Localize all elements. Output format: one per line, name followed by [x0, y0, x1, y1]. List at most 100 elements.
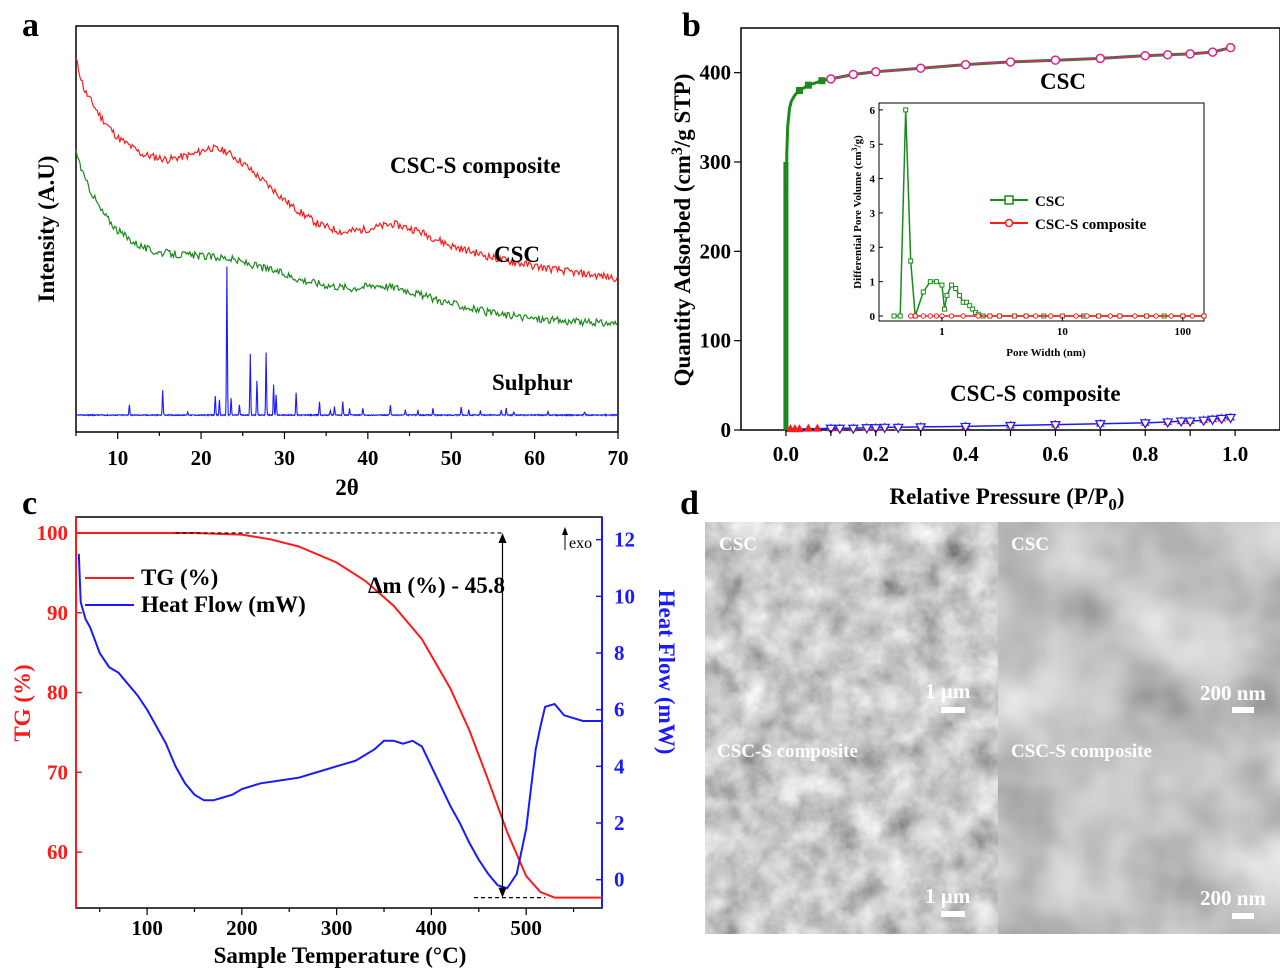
inset-ytick-label: 5: [870, 139, 876, 151]
sem-image-4-scale-label: 200 nm: [1200, 886, 1266, 910]
exo-arrow-head: [562, 527, 568, 535]
panel-a-xlabel: 2θ: [335, 475, 359, 500]
inset-point-csc: [957, 292, 963, 298]
sem-image-3: CSC-S composite 1 µm: [705, 727, 998, 934]
panel-a-xtick-label: 40: [357, 446, 378, 470]
isotherm-composite-point-desorption: [915, 423, 927, 434]
inset-frame: [878, 102, 1205, 322]
panel-b-xlabel-main: Relative Pressure (P/P: [889, 484, 1108, 509]
inset-ytick-label: 1: [870, 277, 876, 289]
inset-point-composite: [1189, 313, 1196, 319]
inset-point-composite: [1168, 313, 1174, 319]
panel-a-ylabel: Intensity (A.U): [34, 156, 59, 303]
sem-image-4-scale-bar: [1232, 913, 1254, 919]
inset-xtick-label: 100: [1175, 326, 1192, 338]
inset-ytick-label: 4: [870, 174, 876, 186]
panel-b-ytick-label: 400: [700, 61, 732, 85]
isotherm-csc-point: [795, 87, 803, 95]
inset-point-composite: [927, 313, 933, 319]
panel-b-xtick-label: 0.4: [952, 442, 979, 466]
isotherm-csc-point: [1140, 50, 1150, 61]
sem-image-1-scale-bar: [941, 707, 965, 713]
panel-a-annotation-csc: CSC: [494, 242, 540, 267]
panel-label-c: c: [22, 485, 37, 522]
isotherm-csc-point: [871, 67, 881, 77]
panel-b-inset: 0 1 2 3 4 5 6 1 10 100 Pore Width (nm) Differenti…: [850, 102, 1207, 359]
panel-a-annotation-composite: CSC-S composite: [390, 153, 561, 178]
inset-point-csc: [944, 292, 950, 298]
inset-point-composite: [1143, 313, 1150, 319]
panel-b-ylabel-sup: 3: [669, 147, 686, 155]
inset-point-composite: [975, 313, 981, 319]
panel-c-ytick-right-label: 10: [614, 584, 635, 608]
inset-point-csc: [967, 303, 973, 309]
inset-xtick-label: 10: [1057, 326, 1069, 338]
tg-line: [76, 532, 602, 899]
panel-a-xtick-label: 60: [524, 446, 545, 470]
panel-c-xtick-label: 300: [321, 916, 353, 940]
inset-point-composite: [987, 313, 993, 319]
panel-c-legend: TG (%) Heat Flow (mW): [85, 565, 306, 617]
panel-label-a: a: [22, 7, 39, 44]
isotherm-composite-point-desorption: [861, 424, 873, 434]
inset-point-csc: [920, 289, 926, 295]
mass-loss-arrow-head-top: [498, 532, 507, 543]
isotherm-composite-point: [794, 424, 804, 433]
panel-a-xtick-label: 20: [191, 446, 212, 470]
panel-c-ytick-right-label: 12: [614, 528, 635, 552]
inset-ylabel-main: Differential Pore Volume (cm: [852, 151, 864, 288]
isotherm-composite-point: [803, 423, 813, 432]
mass-loss-arrow-head-bottom: [498, 887, 507, 898]
panel-a: 10 20 30 40 50 60 70 2θ Intensity (A.U) CSC-S …: [34, 25, 629, 500]
isotherm-composite-point-desorption: [1198, 416, 1210, 427]
inset-point-csc: [970, 306, 976, 312]
inset-point-composite: [996, 313, 1003, 319]
panel-c-ytick-right-label: 6: [614, 698, 625, 722]
panel-b-ylabel-end: /g STP): [670, 74, 695, 148]
isotherm-composite-point-desorption: [1184, 417, 1196, 428]
panel-c-xtick-label: 200: [226, 916, 258, 940]
isotherm-composite-point-desorption: [825, 424, 837, 435]
sem-image-3-scale-bar: [941, 911, 965, 917]
inset-point-composite: [1023, 313, 1029, 319]
inset-ytick-label: 0: [870, 311, 876, 323]
panel-b-xtick-label: 0.0: [773, 442, 799, 466]
panel-c-ytick-right-label: 4: [614, 754, 625, 778]
sem-image-1: CSC 1 µm: [705, 522, 998, 727]
inset-legend: CSC CSC-S composite: [990, 194, 1147, 233]
panel-b-annotation-csc: CSC: [1040, 69, 1086, 94]
legend-label-heatflow: Heat Flow (mW): [141, 592, 306, 617]
inset-ytick-label: 2: [870, 242, 876, 254]
sem-image-2-scale-bar: [1232, 707, 1254, 713]
inset-point-composite: [948, 313, 955, 319]
panel-b-ytick-label: 200: [700, 239, 732, 263]
panel-c-ytick-right-label: 8: [614, 641, 625, 665]
isotherm-csc-point: [848, 69, 859, 80]
isotherm-composite-point-desorption: [1175, 417, 1187, 428]
inset-ylabel-end: /g): [852, 135, 864, 149]
inset-point-composite: [1095, 313, 1102, 319]
inset-point-csc: [942, 306, 948, 312]
panel-b-ytick-label: 300: [700, 150, 732, 174]
inset-point-csc: [933, 279, 939, 285]
panel-b-ylabel-main: Quantity Adsorbed (cm: [670, 155, 695, 386]
inset-point-composite: [933, 313, 940, 319]
sem-image-4: CSC-S composite 200 nm: [998, 727, 1280, 934]
inset-point-csc: [903, 107, 909, 113]
sem-image-3-label: CSC-S composite: [717, 741, 858, 762]
inset-ytick-label: 6: [870, 105, 876, 117]
panel-b-xtick-label: 0.8: [1132, 442, 1158, 466]
panel-c-xtick-label: 400: [416, 916, 448, 940]
inset-ticks: 0 1 2 3 4 5 6 1 10 100: [870, 105, 1192, 338]
isotherm-composite-point-desorption: [879, 423, 891, 434]
isotherm-composite-point-desorption: [1162, 418, 1174, 429]
inset-xlabel: Pore Width (nm): [1006, 347, 1086, 359]
panel-a-xtick-label: 70: [608, 446, 629, 470]
isotherm-composite-point-desorption: [870, 424, 882, 434]
isotherm-composite-point-desorption: [834, 424, 846, 435]
isotherm-csc-point: [804, 81, 812, 89]
isotherm-composite-point-desorption: [1207, 415, 1219, 426]
inset-point-composite: [1153, 313, 1159, 319]
inset-point-composite: [907, 313, 914, 319]
heat-flow-line: [77, 553, 602, 890]
